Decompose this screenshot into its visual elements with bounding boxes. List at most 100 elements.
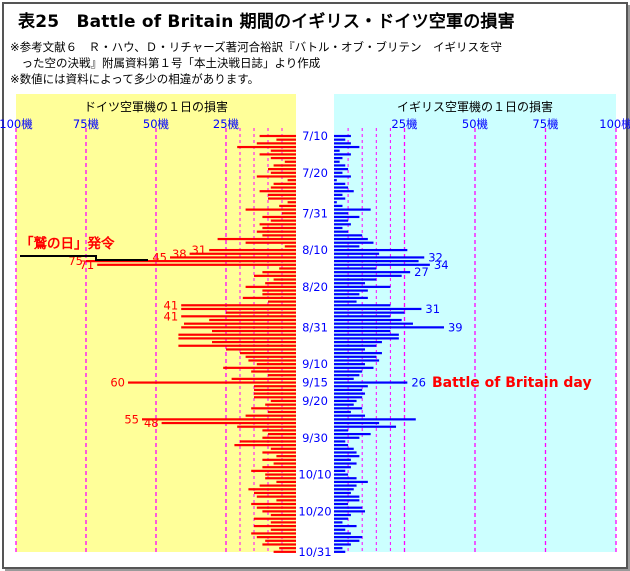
german-loss-bar [273, 164, 296, 167]
german-scale-tick-label: 50機 [143, 117, 170, 131]
british-loss-bar [334, 168, 349, 171]
german-loss-bar [273, 182, 296, 185]
british-loss-bar [334, 237, 368, 241]
british-loss-bar [334, 241, 374, 244]
british-loss-bar [334, 473, 349, 476]
british-loss-bar [334, 263, 430, 266]
british-loss-bar [334, 329, 391, 333]
british-loss-bar [334, 252, 380, 255]
british-loss-bar [334, 149, 340, 152]
british-loss-bar [334, 517, 349, 520]
british-loss-bar [334, 421, 380, 425]
british-loss-bar [334, 204, 343, 208]
british-loss-bar [334, 348, 366, 351]
british-loss-bar [334, 407, 363, 410]
german-loss-bar [276, 480, 296, 484]
german-loss-bar [226, 348, 296, 351]
british-loss-bar [334, 179, 337, 182]
german-loss-bar [256, 363, 296, 366]
german-loss-bar [251, 502, 296, 506]
german-loss-bar [276, 138, 296, 141]
british-loss-bar [334, 403, 354, 406]
german-loss-bar [259, 484, 296, 487]
british-loss-bar [334, 226, 343, 230]
german-loss-bar [226, 311, 296, 314]
german-loss-bar [181, 304, 296, 307]
german-value-label: 71 [80, 258, 95, 272]
british-loss-bar [334, 355, 377, 358]
source-note-line-2: った空の決戦』附属資料第１号「本土決戦日誌」より作成 [10, 56, 321, 70]
german-loss-bar [265, 477, 296, 480]
date-axis-label: 9/20 [302, 394, 328, 408]
german-loss-bar [240, 440, 296, 443]
german-loss-bar [270, 149, 296, 152]
british-loss-bar [334, 234, 363, 237]
german-loss-bar [262, 451, 296, 454]
german-loss-bar [287, 179, 296, 182]
german-loss-bar [256, 536, 296, 539]
date-axis-label: 8/31 [302, 320, 328, 334]
german-loss-bar [178, 333, 296, 336]
british-loss-bar [334, 543, 351, 546]
german-value-label: 55 [124, 412, 139, 426]
german-loss-bar [245, 208, 296, 211]
german-loss-bar [268, 168, 296, 171]
british-loss-bar [334, 142, 351, 145]
german-loss-bar [279, 204, 296, 208]
german-loss-bar [254, 396, 296, 399]
british-loss-bar [334, 488, 354, 491]
eagle-day-pointer [20, 255, 148, 261]
german-loss-bar [259, 134, 296, 138]
british-loss-bar [334, 363, 366, 366]
german-loss-bar [256, 142, 296, 145]
german-loss-bar [223, 366, 296, 369]
british-loss-bar [334, 304, 391, 307]
date-axis-label: 7/20 [302, 166, 328, 180]
german-loss-bar [189, 252, 296, 255]
german-loss-bar [265, 403, 296, 406]
british-loss-bar [334, 134, 351, 138]
german-loss-bar [270, 156, 296, 160]
british-loss-bar [334, 447, 354, 450]
british-loss-bar [334, 186, 349, 189]
german-loss-bar [256, 175, 296, 178]
british-loss-bar [334, 145, 360, 149]
british-loss-bar [334, 201, 337, 204]
british-loss-bar [334, 278, 377, 281]
date-axis-label: 10/20 [298, 504, 331, 518]
page-title: 表25 Battle of Britain 期間のイギリス・ドイツ空軍の損害 [18, 12, 515, 32]
german-loss-bar [262, 466, 296, 469]
british-loss-bar [334, 182, 346, 185]
german-value-label: 31 [192, 243, 207, 257]
british-loss-bar [334, 326, 444, 329]
german-value-label: 41 [164, 298, 179, 312]
german-loss-bar [265, 473, 296, 476]
german-loss-bar [270, 513, 296, 517]
british-value-label: 32 [428, 250, 443, 264]
british-loss-bar [334, 245, 360, 248]
german-loss-bar [268, 432, 296, 436]
german-loss-bar [251, 469, 296, 472]
german-loss-bar [254, 524, 296, 528]
british-loss-bar [334, 311, 405, 314]
british-loss-bar [334, 197, 346, 200]
british-loss-bar [334, 491, 351, 495]
british-loss-bar [334, 399, 357, 403]
british-loss-bar [334, 359, 380, 362]
german-loss-bar [254, 517, 296, 520]
german-loss-bar [276, 499, 296, 502]
british-loss-bar [334, 392, 366, 395]
british-loss-bar [334, 215, 360, 219]
german-loss-bar [268, 197, 296, 200]
british-loss-bar [334, 340, 382, 344]
british-loss-bar [334, 307, 422, 311]
british-loss-bar [334, 388, 363, 392]
british-loss-bar [334, 495, 360, 498]
date-axis-label: 9/30 [302, 431, 328, 445]
british-loss-bar [334, 381, 408, 384]
british-loss-bar [334, 528, 346, 531]
german-loss-bar [256, 230, 296, 233]
german-loss-bar [273, 278, 296, 281]
british-scale-tick-label: 25機 [391, 117, 418, 131]
german-loss-bar [248, 359, 296, 362]
